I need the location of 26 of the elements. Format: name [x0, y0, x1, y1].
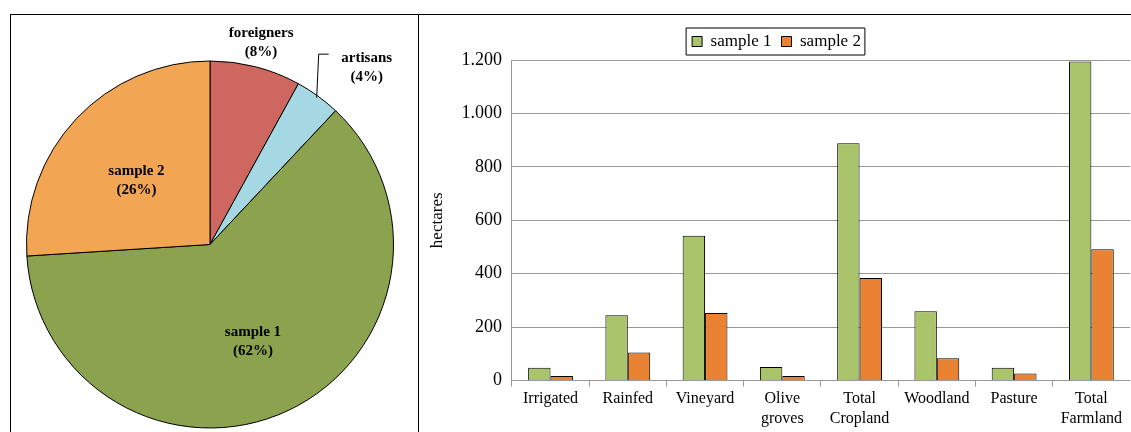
x-tick-label: Rainfed	[602, 389, 654, 407]
slice-label: sample 1	[224, 322, 282, 339]
slice-label: sample 2	[108, 162, 165, 179]
x-tick-label: Pasture	[990, 389, 1038, 407]
data-label: (4%)	[350, 68, 383, 86]
slice-label: artisans	[341, 49, 393, 66]
data-label: (8%)	[244, 43, 278, 61]
y-tick-label: 0	[492, 369, 502, 390]
y-tick-label: 800	[474, 155, 502, 176]
x-tick-label: Vineyard	[675, 389, 735, 408]
y-tick-label: 1.200	[461, 48, 502, 69]
x-tick-label: Total Cropland	[829, 389, 890, 427]
y-tick-label: 600	[474, 209, 502, 230]
x-tick-label: Irrigated	[522, 389, 579, 408]
data-label: (62%)	[232, 341, 273, 359]
data-label: (26%)	[116, 181, 157, 199]
y-tick-label: 1.000	[461, 102, 502, 123]
y-axis-title: hectares	[426, 192, 446, 249]
slice-label: foreigners	[228, 24, 294, 41]
x-tick-label: Total Farmland	[1060, 389, 1123, 426]
legend-label: sample 2	[800, 30, 861, 50]
y-tick-label: 200	[474, 315, 502, 336]
legend-label: sample 1	[710, 30, 772, 50]
x-tick-label: Olive groves	[760, 389, 804, 427]
y-tick-label: 400	[474, 262, 502, 283]
x-tick-label: Woodland	[904, 389, 970, 407]
